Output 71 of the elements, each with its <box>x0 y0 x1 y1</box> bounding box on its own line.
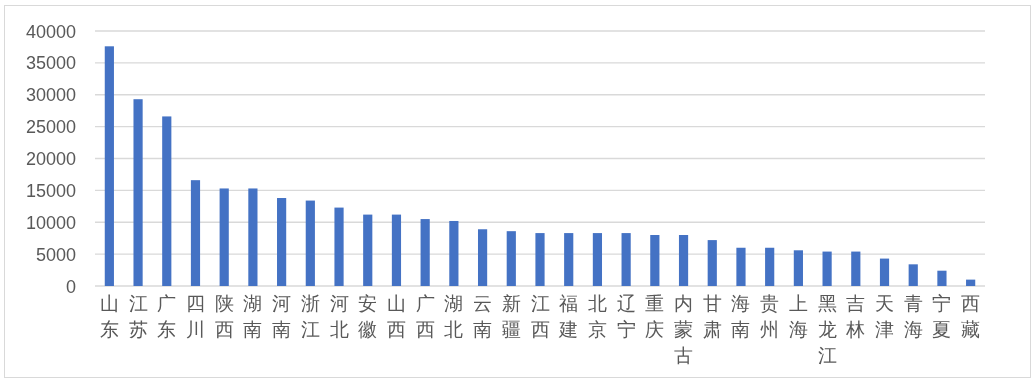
x-tick-label: 内蒙古 <box>674 293 694 366</box>
x-tick-label: 云南 <box>473 293 493 340</box>
y-tick-label: 35000 <box>25 53 76 74</box>
x-tick-label: 山东 <box>99 293 119 340</box>
x-tick-label: 陕西 <box>214 293 234 340</box>
bar <box>966 279 976 286</box>
y-tick-label: 10000 <box>25 212 76 233</box>
x-tick-label: 浙江 <box>300 293 320 340</box>
x-tick-label: 海南 <box>731 293 751 340</box>
bar <box>564 233 574 286</box>
bar <box>851 251 861 286</box>
x-tick-label: 新疆 <box>501 293 521 340</box>
x-tick-label: 宁夏 <box>932 293 952 340</box>
x-tick-label: 江西 <box>530 293 550 340</box>
x-tick-label: 甘肃 <box>702 293 722 340</box>
bar <box>592 233 603 286</box>
bar <box>765 247 775 286</box>
y-tick-label: 15000 <box>25 180 76 201</box>
x-tick-label: 山西 <box>386 293 406 340</box>
x-tick-label: 江苏 <box>128 293 148 340</box>
bar <box>162 116 172 286</box>
x-tick-label: 辽宁 <box>616 293 636 340</box>
bar <box>334 207 344 286</box>
x-tick-label: 西藏 <box>961 293 981 340</box>
bar <box>219 188 229 286</box>
bar <box>650 235 660 286</box>
x-tick-label: 安徽 <box>358 293 378 340</box>
bar <box>506 231 516 286</box>
bar <box>420 219 430 286</box>
bar <box>793 250 803 286</box>
bar <box>190 180 201 286</box>
bar <box>908 264 918 286</box>
bar <box>937 270 947 286</box>
y-tick-label: 25000 <box>25 117 76 138</box>
y-tick-label: 30000 <box>25 85 76 106</box>
bar <box>879 258 890 286</box>
bar <box>305 200 315 286</box>
bar <box>477 229 488 286</box>
x-tick-label: 河南 <box>272 293 292 340</box>
x-tick-label: 黑龙江 <box>817 293 837 366</box>
bar <box>621 233 631 286</box>
bar <box>391 214 402 286</box>
x-tick-label: 河北 <box>329 293 349 340</box>
x-tick-label: 天津 <box>875 293 895 340</box>
bar <box>707 240 717 286</box>
x-tick-label: 贵州 <box>760 293 780 340</box>
y-tick-label: 20000 <box>25 149 76 169</box>
x-tick-label: 湖南 <box>243 293 263 340</box>
x-tick-label: 福建 <box>558 293 579 340</box>
bar <box>736 247 746 286</box>
x-tick-label: 广西 <box>415 293 435 340</box>
x-tick-label: 吉林 <box>845 293 866 340</box>
y-tick-label: 0 <box>65 276 76 297</box>
x-tick-label: 重庆 <box>645 293 665 340</box>
x-tick-label: 上海 <box>788 293 808 340</box>
bar <box>277 198 287 286</box>
bar <box>535 233 545 286</box>
bar <box>678 235 689 286</box>
bar <box>104 46 114 286</box>
x-tick-label: 青海 <box>903 293 923 340</box>
bar <box>133 99 143 286</box>
x-tick-label: 北京 <box>587 293 607 340</box>
y-tick-label: 40000 <box>25 21 76 42</box>
x-tick-label: 广东 <box>157 293 177 340</box>
x-tick-label: 四川 <box>185 293 205 340</box>
bar <box>822 251 832 286</box>
bar <box>248 188 258 286</box>
x-tick-label: 湖北 <box>444 293 464 340</box>
y-tick-label: 5000 <box>35 244 76 265</box>
bar <box>449 220 459 286</box>
bar <box>363 214 373 286</box>
